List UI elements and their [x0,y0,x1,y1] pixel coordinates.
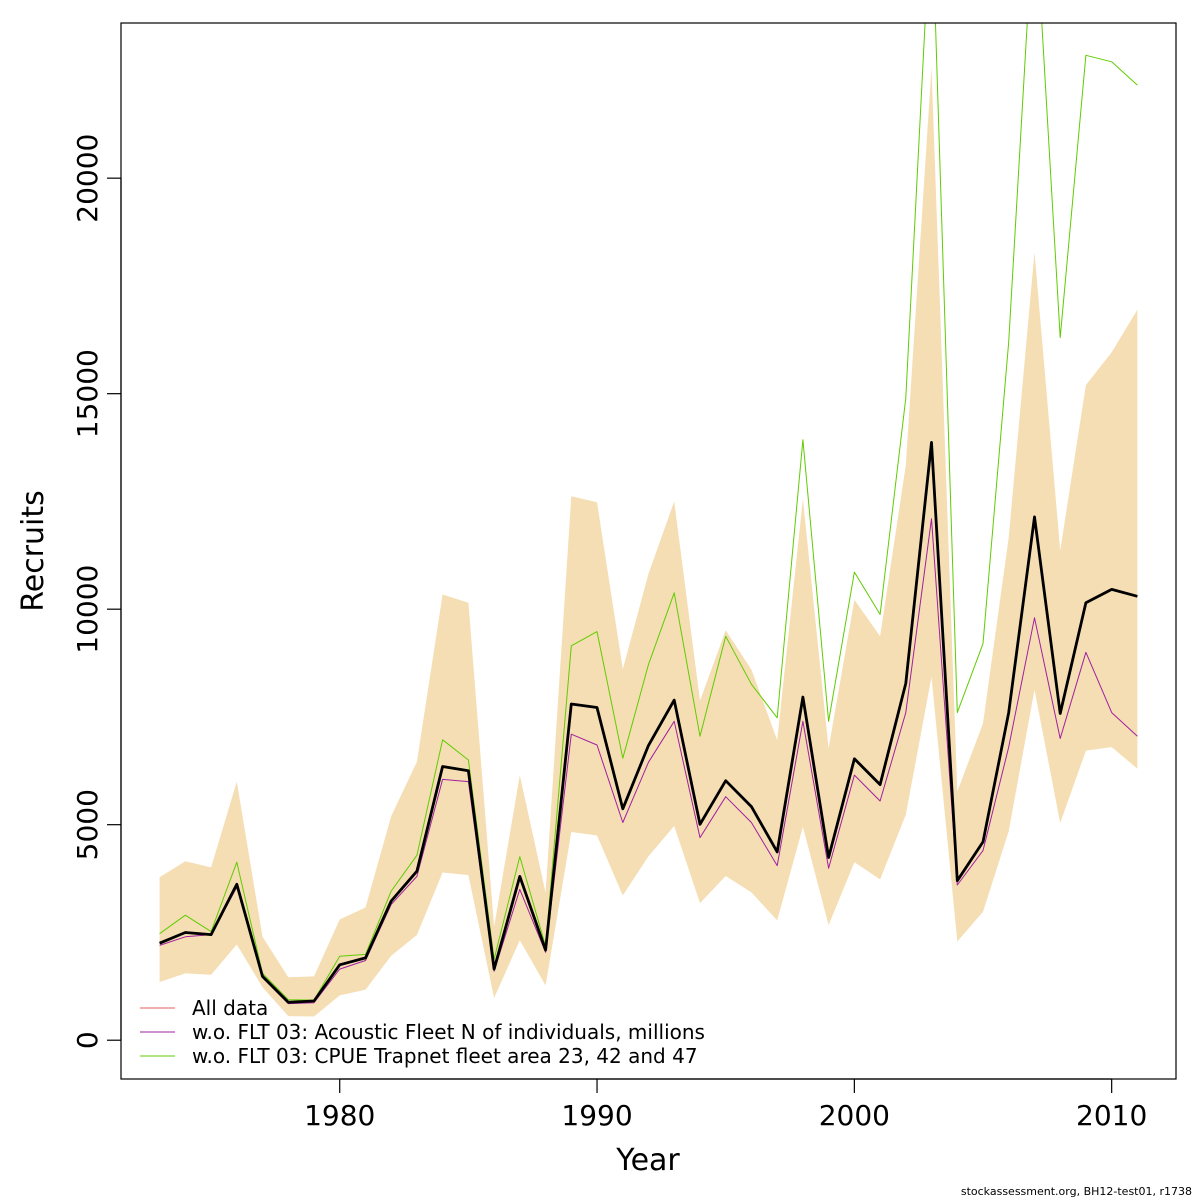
y-axis-title: Recruits [16,490,51,612]
y-tick-label: 0 [71,1031,104,1049]
legend-label: All data [192,996,268,1020]
y-tick-label: 10000 [71,565,104,654]
x-tick-label: 2000 [819,1099,890,1132]
legend-label: w.o. FLT 03: Acoustic Fleet N of individ… [192,1020,705,1044]
x-axis-title: Year [615,1143,680,1178]
confidence-band [159,67,1138,1017]
x-tick-label: 1990 [561,1099,632,1132]
x-tick-label: 2010 [1076,1099,1147,1132]
legend-label: w.o. FLT 03: CPUE Trapnet fleet area 23,… [192,1044,698,1068]
series-line-1 [159,518,1138,1005]
x-tick-label: 1980 [304,1099,375,1132]
y-tick-label: 20000 [71,134,104,223]
y-tick-label: 15000 [71,349,104,438]
footer-credit: stockassessment.org, BH12-test01, r1738 [960,1185,1192,1198]
y-tick-label: 5000 [71,789,104,860]
series-line-0 [159,23,1138,1001]
series-line-3 [159,440,1138,1004]
